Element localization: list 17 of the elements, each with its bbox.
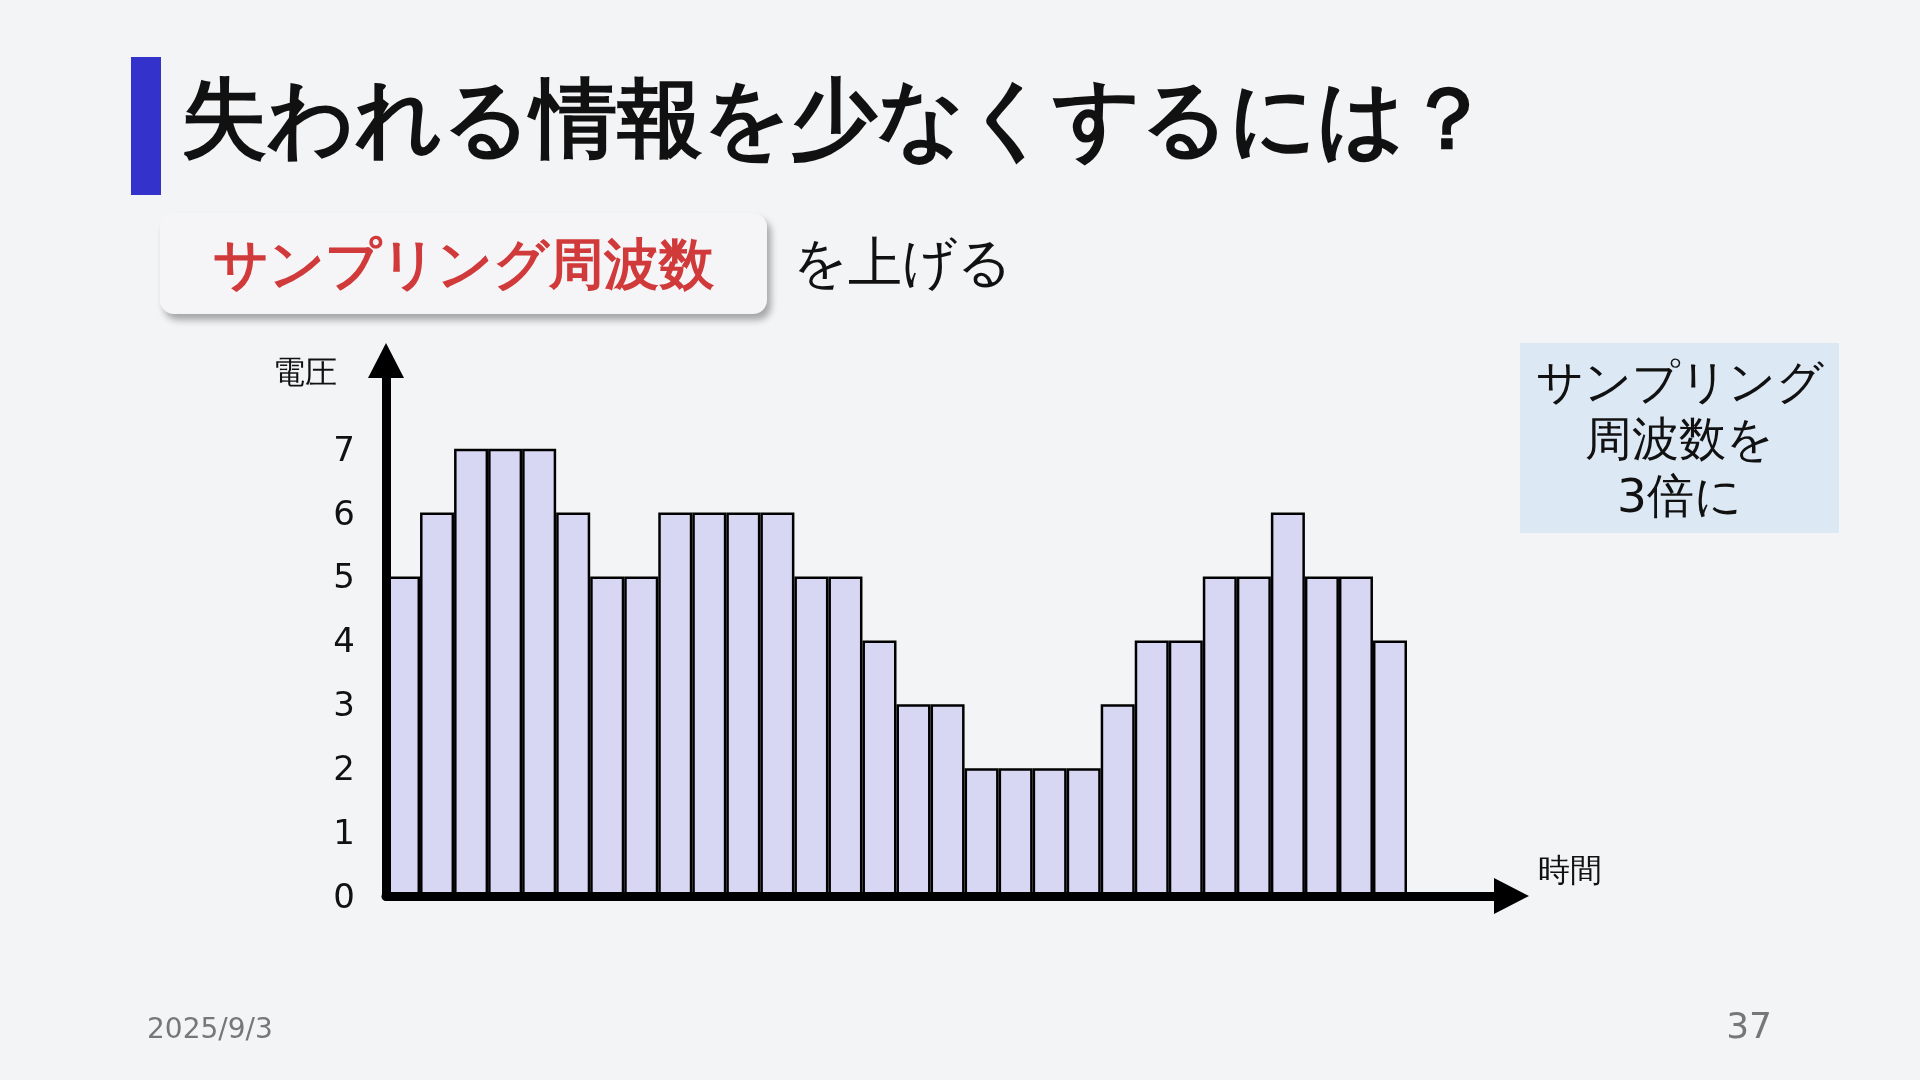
highlight-box: サンプリング周波数: [160, 213, 767, 314]
y-axis-title: 電圧: [273, 353, 337, 391]
note-box: サンプリング周波数を3倍に: [1520, 343, 1839, 533]
text: 37: [1726, 1005, 1772, 1047]
y-tick-label: 3: [333, 684, 355, 725]
y-tick-label: 7: [333, 428, 355, 469]
chart-subtitle: サンプリング周波数: [213, 231, 714, 296]
y-tick-label: 1: [333, 812, 355, 853]
y-tick-label: 4: [333, 620, 355, 661]
y-tick-label: 0: [333, 876, 355, 916]
text: を上げる: [793, 231, 1012, 294]
text: 2025/9/3: [147, 1012, 273, 1045]
x-axis-title: 時間: [1538, 851, 1602, 889]
chart-title: 失われる情報を少なくするには？: [181, 68, 1491, 168]
y-tick-label: 6: [333, 492, 355, 533]
y-tick-label: 2: [333, 748, 355, 789]
y-tick-label: 5: [333, 556, 355, 597]
